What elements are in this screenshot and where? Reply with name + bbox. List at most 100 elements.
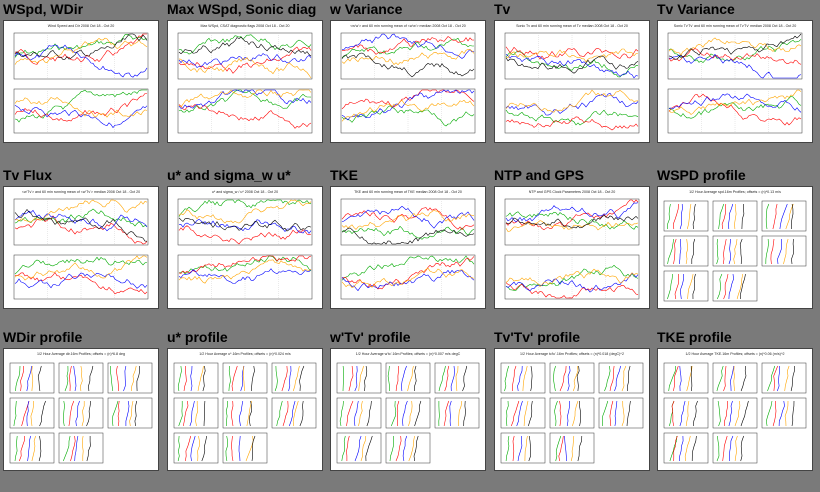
profile-line bbox=[784, 365, 790, 392]
profile-line bbox=[282, 400, 289, 427]
series-line bbox=[505, 199, 639, 231]
profile-line bbox=[342, 365, 345, 392]
profile-line bbox=[358, 365, 364, 392]
plot-tile[interactable]: NTP and GPS NTP and GPS Clock Parameters … bbox=[494, 166, 650, 330]
profile-line bbox=[734, 400, 741, 427]
plot-title[interactable]: w'Tv' profile bbox=[330, 329, 411, 345]
plot-thumbnail[interactable]: 1/2 Hour Average spd.16m Profiles; offse… bbox=[657, 186, 813, 309]
plot-tile[interactable]: TKE profile 1/2 Hour Average TKE.16m Prof… bbox=[657, 328, 813, 492]
profile-line bbox=[396, 400, 400, 427]
plot-title[interactable]: Tv'Tv' profile bbox=[494, 329, 581, 345]
profile-line bbox=[443, 400, 449, 427]
plot-thumbnail[interactable]: <w'Tv'> and 60 min running mean of <w'Tv… bbox=[3, 186, 159, 309]
plot-thumbnail[interactable]: TKE and 60 min running mean of TKE media… bbox=[330, 186, 486, 309]
plot-thumbnail[interactable]: NTP and GPS Clock Parameters 2008 Oct 18… bbox=[494, 186, 650, 309]
thumbnail-plot: TKE and 60 min running mean of TKE media… bbox=[340, 190, 476, 300]
thumbnail-plot: 1/2 Hour Average TKE.16m Profiles; offse… bbox=[663, 352, 807, 464]
profile-line bbox=[70, 435, 76, 462]
plot-title[interactable]: Max WSpd, Sonic diag bbox=[167, 1, 317, 17]
plot-thumbnail[interactable]: 1/2 Hour Average dir.16m Profiles; offse… bbox=[3, 348, 159, 471]
plot-tile[interactable]: Tv Variance Sonic Tv'Tv' and 60 min runni… bbox=[657, 0, 813, 164]
plot-thumbnail[interactable]: 1/2 Hour Average u*.16m Profiles; offset… bbox=[167, 348, 323, 471]
plot-tile[interactable]: w'Tv' profile 1/2 Hour Average w'tc'.16m … bbox=[330, 328, 486, 492]
profile-line bbox=[765, 238, 769, 265]
profile-line bbox=[136, 365, 141, 392]
profile-line bbox=[679, 239, 682, 265]
profile-line bbox=[177, 365, 182, 392]
profile-line bbox=[679, 365, 682, 392]
plot-title[interactable]: WSPD profile bbox=[657, 167, 746, 183]
plot-tile[interactable]: WDir profile 1/2 Hour Average dir.16m Pro… bbox=[3, 328, 159, 492]
profile-panel bbox=[222, 432, 268, 464]
profile-line bbox=[621, 400, 625, 427]
plot-subtitle: 1/2 Hour Average u*.16m Profiles; offset… bbox=[199, 352, 291, 356]
thumbnail-plot: 1/2 Hour Average u*.16m Profiles; offset… bbox=[173, 352, 317, 464]
profile-line bbox=[88, 365, 94, 392]
series-line bbox=[178, 57, 312, 79]
plot-title[interactable]: w Variance bbox=[330, 1, 403, 17]
plot-title[interactable]: TKE profile bbox=[657, 329, 732, 345]
series-line bbox=[341, 207, 475, 231]
profile-line bbox=[391, 400, 397, 427]
plot-tile[interactable]: Tv'Tv' profile 1/2 Hour Average tc'tc'.16… bbox=[494, 328, 650, 492]
series-line bbox=[505, 48, 639, 63]
profile-line bbox=[37, 365, 42, 392]
profile-line bbox=[125, 400, 130, 426]
series-line bbox=[178, 255, 312, 274]
plot-thumbnail[interactable]: u* and sigma_w / u* 2008 Oct 18 - Oct 20 bbox=[167, 186, 323, 309]
plot-thumbnail[interactable]: Wind Speed and Dir 2008 Oct 18 - Oct 20 bbox=[3, 20, 159, 143]
series-line bbox=[505, 272, 639, 293]
plot-title[interactable]: u* and sigma_w u* bbox=[167, 167, 291, 183]
plot-subtitle: <w'Tv'> and 60 min running mean of <w'Tv… bbox=[22, 190, 140, 194]
plot-tile[interactable]: u* and sigma_w u* u* and sigma_w / u* 200… bbox=[167, 166, 323, 330]
plot-tile[interactable]: Max WSpd, Sonic diag Max WSpd, CSAT diagn… bbox=[167, 0, 323, 164]
plot-tile[interactable]: WSPD profile 1/2 Hour Average spd.16m Pro… bbox=[657, 166, 813, 330]
profile-line bbox=[225, 435, 228, 462]
series-line bbox=[178, 218, 312, 234]
profile-line bbox=[109, 365, 114, 392]
plot-thumbnail[interactable]: 1/2 Hour Average TKE.16m Profiles; offse… bbox=[657, 348, 813, 471]
profile-line bbox=[242, 365, 245, 392]
profile-line bbox=[672, 203, 679, 230]
profile-line bbox=[197, 435, 200, 462]
plot-tile[interactable]: Tv Sonic Tv and 60 min running mean of Tv… bbox=[494, 0, 650, 164]
thumbnail-plot: 1/2 Hour Average dir.16m Profiles; offse… bbox=[9, 352, 153, 464]
profile-line bbox=[717, 400, 721, 427]
profile-line bbox=[129, 400, 134, 427]
plot-thumbnail[interactable]: Sonic Tv and 60 min running mean of Tv m… bbox=[494, 20, 650, 143]
plot-thumbnail[interactable]: 1/2 Hour Average tc'tc'.16m Profiles; of… bbox=[494, 348, 650, 471]
series-line bbox=[341, 49, 475, 66]
profile-line bbox=[354, 435, 362, 462]
profile-line bbox=[523, 400, 529, 427]
profile-line bbox=[134, 400, 137, 427]
profile-line bbox=[778, 400, 785, 427]
plot-tile[interactable]: u* profile 1/2 Hour Average u*.16m Profil… bbox=[167, 328, 323, 492]
plot-title[interactable]: WDir profile bbox=[3, 329, 83, 345]
profile-line bbox=[63, 435, 71, 462]
profile-line bbox=[15, 365, 21, 392]
plot-thumbnail[interactable]: Max WSpd, CSAT diagnostic flags 2008 Oct… bbox=[167, 20, 323, 143]
profile-panel bbox=[385, 432, 431, 464]
plot-title[interactable]: WSpd, WDir bbox=[3, 1, 84, 17]
plot-title[interactable]: TKE bbox=[330, 167, 358, 183]
plot-tile[interactable]: w Variance <w'w'> and 60 min running mean… bbox=[330, 0, 486, 164]
plot-thumbnail[interactable]: 1/2 Hour Average w'tc'.16m Profiles; off… bbox=[330, 348, 486, 471]
profile-panel bbox=[222, 362, 268, 394]
plot-tile[interactable]: TKE TKE and 60 min running mean of TKE me… bbox=[330, 166, 486, 330]
profile-line bbox=[784, 400, 789, 427]
profile-line bbox=[673, 435, 678, 462]
series-line bbox=[505, 116, 639, 131]
plot-thumbnail[interactable]: Sonic Tv'Tv' and 60 min running mean of … bbox=[657, 20, 813, 143]
profile-line bbox=[555, 435, 562, 462]
profile-line bbox=[572, 400, 579, 427]
plot-tile[interactable]: Tv Flux <w'Tv'> and 60 min running mean o… bbox=[3, 166, 159, 330]
plot-tile[interactable]: WSpd, WDir Wind Speed and Dir 2008 Oct 18… bbox=[3, 0, 159, 164]
profile-line bbox=[402, 435, 407, 462]
plot-title[interactable]: Tv Variance bbox=[657, 1, 735, 17]
profile-line bbox=[717, 273, 723, 300]
plot-title[interactable]: u* profile bbox=[167, 329, 228, 345]
plot-title[interactable]: Tv bbox=[494, 1, 511, 17]
plot-thumbnail[interactable]: <w'w'> and 60 min running mean of <w'w'>… bbox=[330, 20, 486, 143]
plot-title[interactable]: Tv Flux bbox=[3, 167, 53, 183]
plot-title[interactable]: NTP and GPS bbox=[494, 167, 584, 183]
